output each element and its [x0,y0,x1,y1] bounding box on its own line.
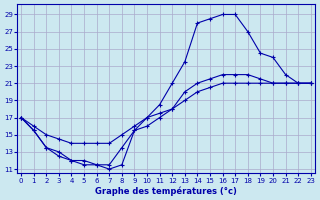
X-axis label: Graphe des températures (°c): Graphe des températures (°c) [95,186,237,196]
